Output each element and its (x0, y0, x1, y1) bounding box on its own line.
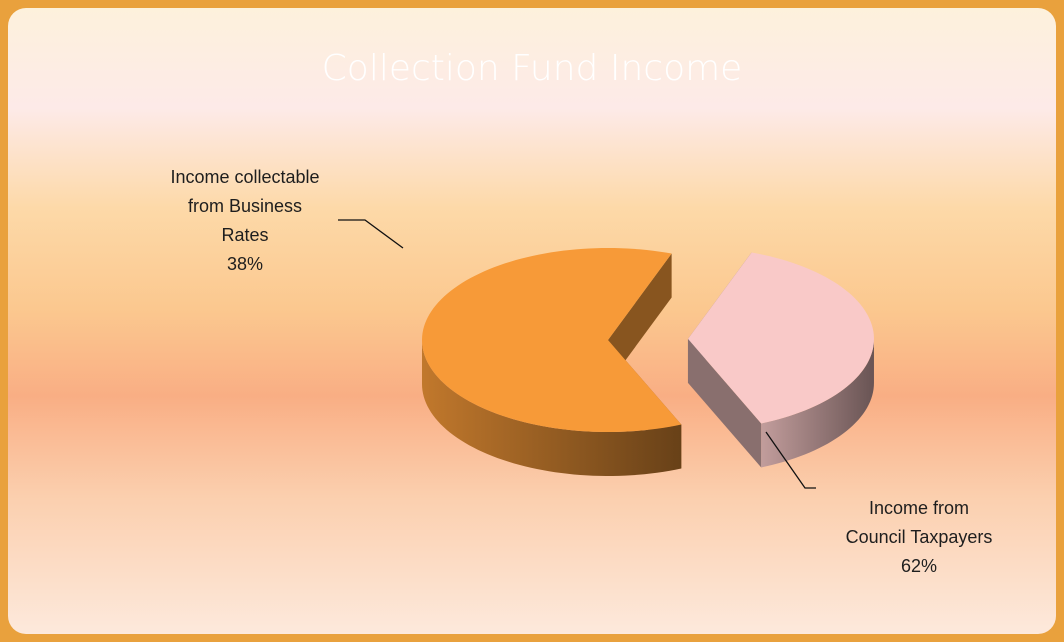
slice-top (687, 252, 874, 424)
slice-side (761, 338, 874, 468)
slice-category: Income collectable from Business Rates (170, 167, 320, 245)
slice-value-label: 38% (226, 254, 264, 274)
chart-frame: Collection Fund Income Income collectabl… (8, 8, 1056, 634)
slice-label: Income from Council Taxpayers 62% (838, 494, 1000, 581)
slice-side (422, 340, 682, 476)
pie-slice (687, 252, 874, 468)
slice-cut-face (608, 253, 672, 384)
slice-category: Income from Council Taxpayers (845, 498, 993, 547)
pie-slice (422, 248, 682, 476)
slice-top (422, 248, 682, 432)
slice-value-label: 62% (900, 556, 938, 576)
pie-chart (338, 219, 874, 489)
slice-label: Income collectable from Business Rates 3… (170, 163, 320, 279)
leader-line (765, 431, 816, 489)
chart-title: Collection Fund Income (321, 48, 743, 89)
leader-line (338, 219, 404, 249)
slice-cut-face (687, 338, 762, 468)
